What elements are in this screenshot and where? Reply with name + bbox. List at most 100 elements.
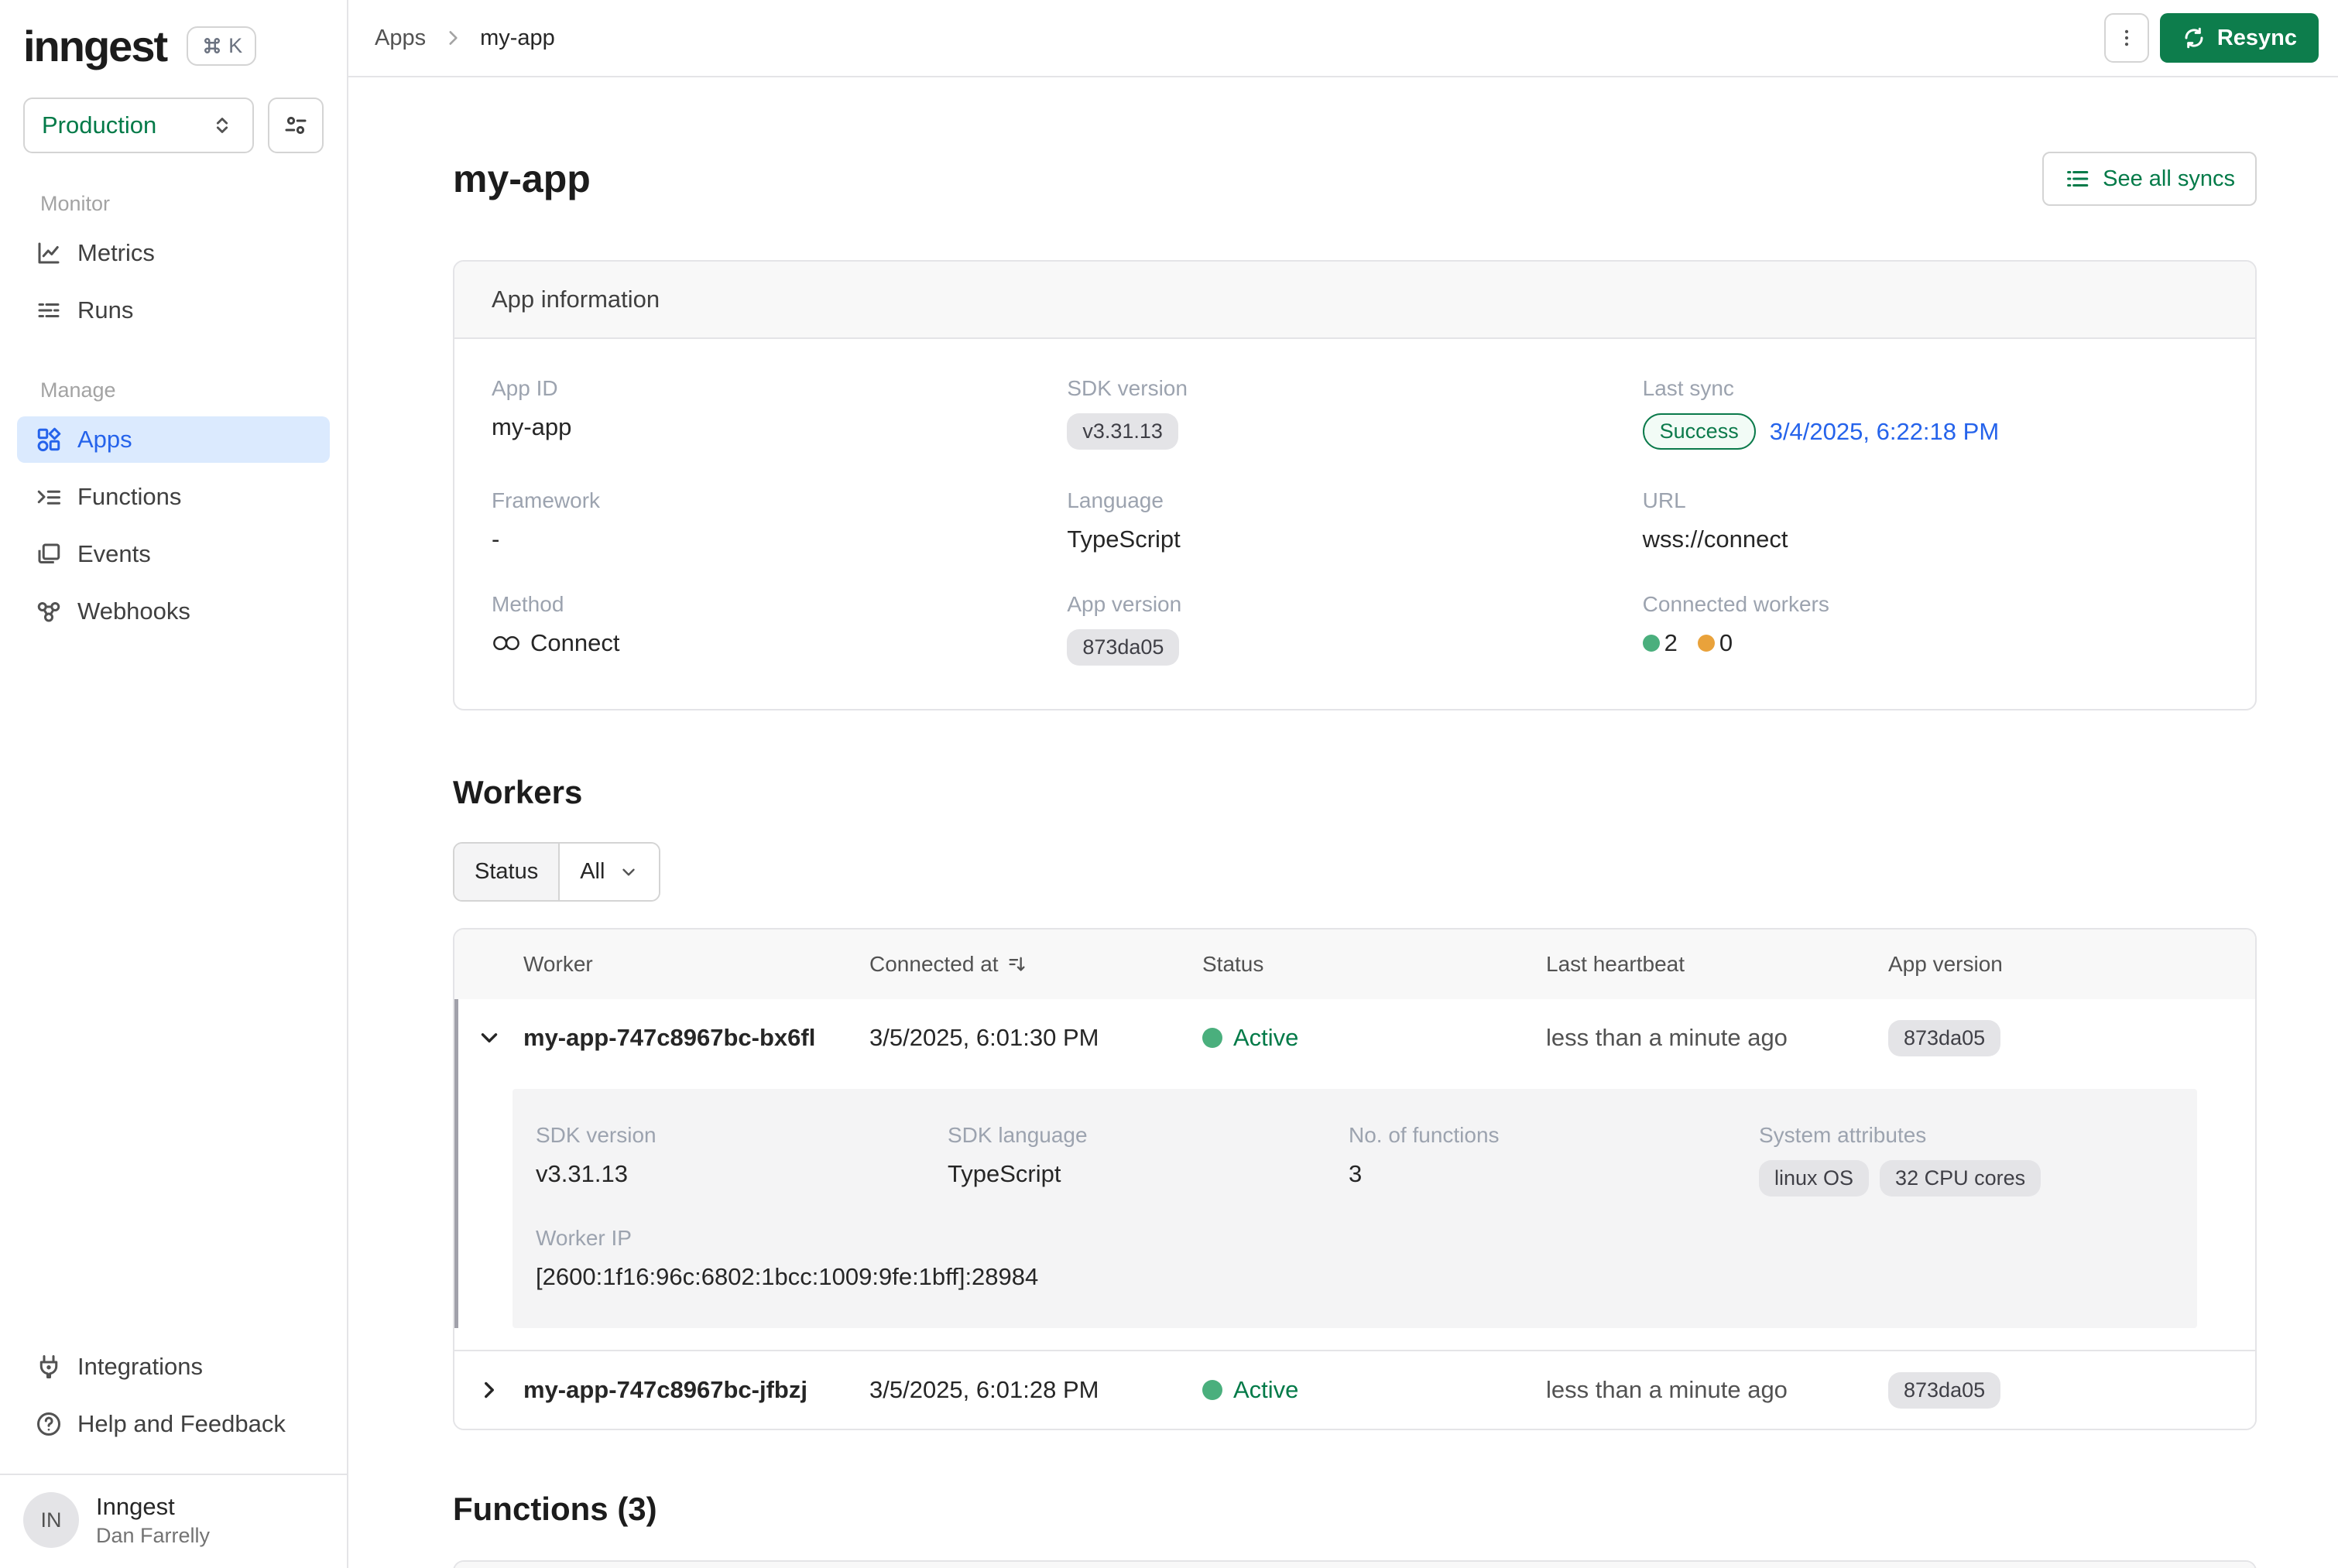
sidebar-item-label: Events (77, 540, 151, 567)
field-connected-workers: Connected workers 2 0 (1642, 592, 1829, 656)
worker-row-group: my-app-747c8967bc-jfbzj 3/5/2025, 6:01:2… (454, 1351, 2255, 1429)
field-method: Method Connect (492, 592, 620, 656)
field-framework: Framework - (492, 488, 601, 553)
detail-system-attributes: System attributes linux OS 32 CPU cores (1759, 1123, 2174, 1197)
field-app-id: App ID my-app (492, 376, 572, 440)
col-status: Status (1202, 952, 1264, 976)
select-chevrons-icon (216, 118, 228, 133)
sidebar-item-label: Apps (77, 426, 132, 453)
account-org-name: Inngest (96, 1492, 175, 1520)
command-icon (204, 38, 221, 53)
sidebar: inngest K Production Monitor Metrics Run… (0, 0, 348, 1568)
app-information-body: App ID my-app SDK version v3.31.13 Last … (454, 339, 2255, 709)
breadcrumb-apps-link[interactable]: Apps (375, 25, 427, 50)
worker-name: my-app-747c8967bc-bx6fl (523, 1024, 816, 1051)
active-status-dot (1202, 1380, 1222, 1400)
list-icon (2067, 170, 2089, 187)
sidebar-item-apps[interactable]: Apps (17, 416, 330, 463)
sort-desc-icon (1009, 957, 1025, 971)
sidebar-item-events[interactable]: Events (17, 531, 330, 577)
kebab-icon (2124, 29, 2128, 46)
webhooks-icon (34, 597, 63, 625)
page-title: my-app (453, 157, 591, 200)
topbar-actions: Resync (2103, 13, 2319, 63)
sidebar-item-runs[interactable]: Runs (17, 287, 330, 334)
worker-status: Active (1233, 1376, 1299, 1403)
sidebar-divider (0, 1474, 347, 1475)
workers-table: Worker Connected at Status Last heartbea… (453, 928, 2257, 1430)
resync-button[interactable]: Resync (2159, 13, 2319, 63)
worker-app-version-badge: 873da05 (1888, 1371, 2001, 1409)
worker-row[interactable]: my-app-747c8967bc-jfbzj 3/5/2025, 6:01:2… (454, 1351, 2255, 1429)
worker-connected-at: 3/5/2025, 6:01:28 PM (869, 1376, 1099, 1403)
status-filter[interactable]: Status All (453, 842, 661, 902)
last-sync-link[interactable]: 3/4/2025, 6:22:18 PM (1769, 417, 2000, 445)
detail-worker-ip: Worker IP [2600:1f16:96c:6802:1bcc:1009:… (536, 1226, 1039, 1290)
environment-select-value: Production (42, 111, 157, 139)
sidebar-item-label: Integrations (77, 1353, 203, 1380)
command-k-shortcut[interactable]: K (187, 26, 257, 66)
col-last-heartbeat: Last heartbeat (1546, 952, 1685, 976)
field-sdk-version: SDK version v3.31.13 (1067, 376, 1642, 450)
metrics-icon (34, 239, 63, 267)
collapse-chevron-icon[interactable] (476, 1025, 502, 1051)
sliders-icon (285, 116, 307, 135)
system-attribute-badge: 32 CPU cores (1880, 1160, 2041, 1197)
avatar: IN (23, 1492, 79, 1548)
inngest-logo: inngest (23, 21, 168, 70)
resync-label: Resync (2216, 25, 2297, 50)
events-icon (34, 540, 63, 568)
field-language: Language TypeScript (1067, 488, 1181, 553)
topbar: Apps my-app Resync (348, 0, 2338, 77)
sidebar-item-metrics[interactable]: Metrics (17, 230, 330, 276)
sidebar-item-label: Functions (77, 483, 182, 510)
sidebar-item-label: Webhooks (77, 597, 190, 625)
worker-row[interactable]: my-app-747c8967bc-bx6fl 3/5/2025, 6:01:3… (454, 999, 2255, 1077)
green-worker-dot (1642, 635, 1660, 652)
sidebar-item-label: Runs (77, 296, 134, 324)
field-app-version: App version 873da05 (1067, 592, 1642, 666)
worker-row-group: my-app-747c8967bc-bx6fl 3/5/2025, 6:01:3… (454, 999, 2255, 1328)
nav-section-monitor: Monitor (40, 192, 111, 215)
see-all-syncs-button[interactable]: See all syncs (2042, 152, 2257, 206)
detail-no-of-functions: No. of functions 3 (1349, 1123, 1500, 1187)
sidebar-item-integrations[interactable]: Integrations (17, 1344, 330, 1390)
sidebar-item-functions[interactable]: Functions (17, 474, 330, 520)
detail-sdk-version: SDK version v3.31.13 (536, 1123, 656, 1187)
chevron-right-icon (449, 31, 458, 45)
breadcrumb-current: my-app (480, 25, 555, 50)
more-options-button[interactable] (2103, 13, 2149, 63)
worker-last-heartbeat: less than a minute ago (1546, 1024, 1788, 1051)
sidebar-item-label: Metrics (77, 239, 155, 266)
active-status-dot (1202, 1028, 1222, 1048)
app-information-header: App information (454, 262, 2255, 339)
worker-last-heartbeat: less than a minute ago (1546, 1376, 1788, 1403)
app-version-badge: 873da05 (1067, 629, 1180, 666)
orange-worker-dot (1697, 635, 1715, 652)
functions-table: Function Triggers (453, 1560, 2257, 1568)
environment-settings-button[interactable] (268, 98, 324, 153)
breadcrumb: Apps my-app (375, 26, 555, 51)
sidebar-item-webhooks[interactable]: Webhooks (17, 588, 330, 635)
expand-chevron-icon[interactable] (476, 1377, 502, 1403)
see-all-syncs-label: See all syncs (2103, 166, 2235, 191)
status-filter-key: Status (454, 844, 561, 900)
environment-select[interactable]: Production (23, 98, 254, 153)
worker-connected-at: 3/5/2025, 6:01:30 PM (869, 1024, 1099, 1051)
nav-section-manage: Manage (40, 378, 116, 402)
logo-row: inngest K (23, 14, 324, 77)
sidebar-item-help-feedback[interactable]: Help and Feedback (17, 1401, 330, 1447)
functions-icon (34, 483, 63, 511)
worker-status: Active (1233, 1024, 1299, 1051)
account-menu[interactable]: IN Inngest Dan Farrelly (23, 1475, 324, 1568)
shortcut-key-label: K (228, 33, 243, 57)
col-app-version: App version (1888, 952, 2003, 976)
field-url: URL wss://connect (1642, 488, 1788, 553)
col-worker: Worker (523, 952, 593, 976)
field-last-sync: Last sync Success 3/4/2025, 6:22:18 PM (1642, 376, 2218, 450)
sync-status-badge: Success (1642, 413, 1756, 450)
col-connected-at[interactable]: Connected at (869, 952, 1202, 977)
runs-icon (34, 296, 63, 324)
detail-sdk-language: SDK language TypeScript (948, 1123, 1088, 1187)
apps-icon (34, 426, 63, 454)
